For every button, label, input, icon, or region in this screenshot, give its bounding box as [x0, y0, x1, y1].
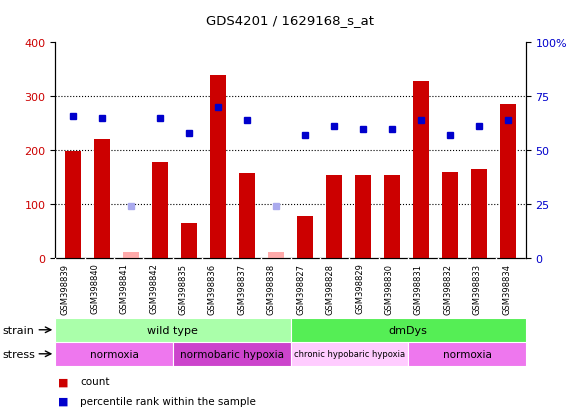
Text: GSM398839: GSM398839	[61, 263, 70, 314]
Bar	[181, 223, 197, 258]
Text: normobaric hypoxia: normobaric hypoxia	[180, 349, 284, 359]
Bar	[384, 176, 400, 258]
Bar	[152, 163, 168, 258]
Text: GSM398828: GSM398828	[325, 263, 335, 314]
Bar	[408, 342, 526, 366]
Bar	[55, 318, 290, 342]
Text: GSM398837: GSM398837	[238, 263, 246, 314]
Bar	[210, 76, 226, 258]
Text: GSM398833: GSM398833	[473, 263, 482, 314]
Text: percentile rank within the sample: percentile rank within the sample	[80, 396, 256, 406]
Text: GSM398842: GSM398842	[149, 263, 158, 313]
Text: ■: ■	[58, 376, 69, 386]
Text: wild type: wild type	[148, 325, 198, 335]
Text: GSM398832: GSM398832	[443, 263, 452, 314]
Text: chronic hypobaric hypoxia: chronic hypobaric hypoxia	[294, 349, 405, 358]
Bar	[413, 82, 429, 258]
Text: GSM398840: GSM398840	[90, 263, 99, 313]
Text: GSM398830: GSM398830	[385, 263, 393, 314]
Bar	[94, 140, 110, 258]
Text: normoxia: normoxia	[89, 349, 138, 359]
Text: GSM398841: GSM398841	[120, 263, 129, 313]
Bar	[268, 253, 284, 258]
Bar	[55, 342, 173, 366]
Bar	[442, 172, 458, 258]
Text: GSM398834: GSM398834	[502, 263, 511, 314]
Bar	[290, 342, 408, 366]
Bar	[297, 216, 313, 258]
Text: GSM398835: GSM398835	[178, 263, 188, 314]
Text: normoxia: normoxia	[443, 349, 492, 359]
Text: GSM398831: GSM398831	[414, 263, 423, 314]
Bar	[471, 169, 487, 258]
Text: GSM398827: GSM398827	[296, 263, 305, 314]
Bar	[239, 173, 255, 258]
Bar	[123, 253, 139, 258]
Text: strain: strain	[3, 325, 35, 335]
Bar	[173, 342, 290, 366]
Text: ■: ■	[58, 396, 69, 406]
Bar	[500, 105, 517, 258]
Text: dmDys: dmDys	[389, 325, 428, 335]
Bar	[64, 152, 81, 258]
Text: GSM398838: GSM398838	[267, 263, 276, 314]
Bar	[355, 176, 371, 258]
Bar	[290, 318, 526, 342]
Text: GDS4201 / 1629168_s_at: GDS4201 / 1629168_s_at	[206, 14, 375, 27]
Text: stress: stress	[3, 349, 36, 359]
Text: count: count	[80, 376, 110, 386]
Bar	[326, 176, 342, 258]
Text: GSM398836: GSM398836	[208, 263, 217, 314]
Text: GSM398829: GSM398829	[355, 263, 364, 313]
